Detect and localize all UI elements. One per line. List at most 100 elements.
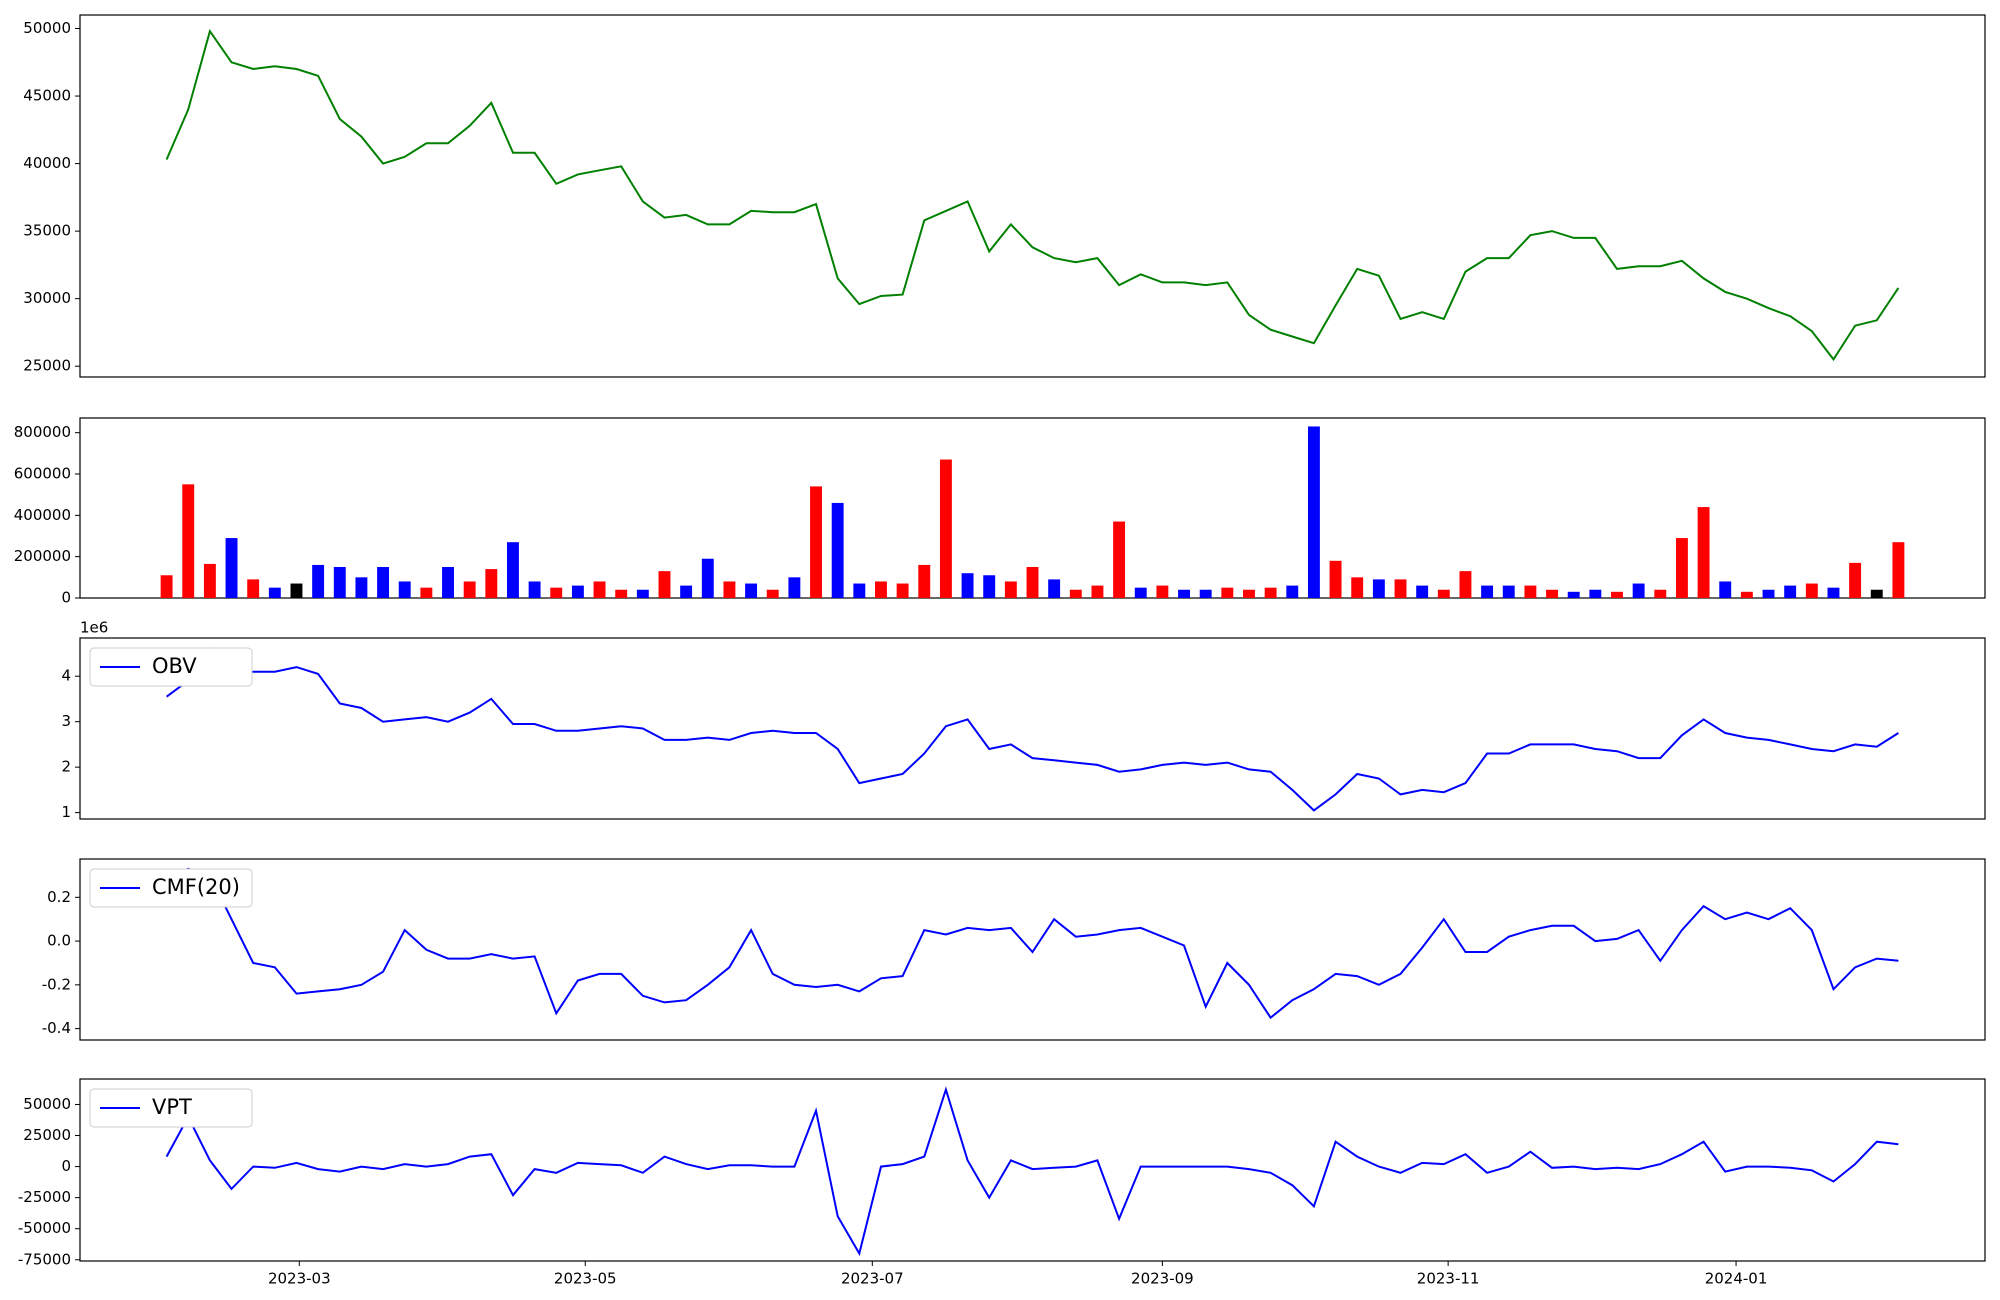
bar — [485, 569, 498, 598]
bar — [377, 567, 390, 598]
bar — [182, 484, 195, 598]
bar — [701, 558, 714, 598]
bar — [636, 589, 649, 598]
bar — [745, 583, 758, 598]
y-tick-label: 40000 — [23, 154, 71, 172]
bar — [875, 581, 887, 598]
bar — [1459, 571, 1472, 598]
y-tick-label: 0.2 — [47, 888, 71, 906]
bar — [1113, 521, 1126, 598]
bar — [1892, 542, 1905, 598]
bar — [1611, 591, 1623, 598]
y-tick-label: 25000 — [23, 1126, 71, 1144]
bar — [810, 486, 822, 598]
legend-box — [89, 647, 253, 687]
line — [166, 647, 1899, 812]
bar — [1416, 585, 1429, 598]
y-tick-label: -0.2 — [42, 975, 71, 993]
y-tick-label: 50000 — [23, 1095, 71, 1113]
legend-label: CMF(20) — [152, 875, 240, 899]
bar — [420, 587, 433, 598]
bar — [1784, 585, 1797, 598]
bar — [853, 583, 866, 598]
bar — [918, 564, 931, 598]
bar — [355, 577, 368, 598]
y-tick-label: 45000 — [23, 87, 71, 105]
bar — [1740, 591, 1753, 598]
y-tick-label: 600000 — [14, 465, 71, 483]
bar — [268, 587, 281, 598]
y-tick-label: 50000 — [23, 19, 71, 37]
bar — [1286, 585, 1299, 598]
bar — [1697, 507, 1710, 598]
bar — [507, 542, 519, 598]
bar — [160, 575, 173, 598]
y-tick-label: 35000 — [23, 222, 71, 240]
bar — [1870, 589, 1883, 598]
bar — [1762, 589, 1775, 598]
legend-box — [89, 1088, 253, 1128]
bar — [247, 579, 260, 598]
legend-box — [89, 868, 253, 908]
y-tick-label: -0.4 — [42, 1019, 71, 1037]
bar — [1243, 589, 1255, 598]
bar — [1004, 581, 1017, 598]
bar — [680, 585, 693, 598]
line — [165, 1086, 1899, 1257]
bar — [312, 564, 325, 598]
y-tick-label: 0 — [61, 589, 71, 607]
x-tick-label: 2023-03 — [268, 1270, 331, 1288]
bar — [1437, 589, 1450, 598]
bar — [398, 581, 411, 598]
bar — [463, 581, 476, 598]
bar — [1199, 589, 1212, 598]
bar — [1632, 583, 1645, 598]
bar — [766, 589, 779, 598]
y-tick-label: 400000 — [14, 506, 71, 524]
bar — [290, 583, 303, 598]
legend-label: VPT — [152, 1095, 192, 1119]
bar — [442, 567, 454, 598]
bar — [1849, 562, 1862, 598]
line — [165, 28, 1900, 362]
y-tick-label: 1 — [61, 803, 71, 821]
bar — [1827, 587, 1840, 598]
y-tick-label: -25000 — [18, 1188, 71, 1206]
y-tick-label: 4 — [61, 667, 71, 685]
bar — [1589, 589, 1602, 598]
bar — [1329, 560, 1342, 598]
y-tick-label: -50000 — [18, 1219, 71, 1237]
bar — [1394, 579, 1407, 598]
bar — [658, 571, 671, 598]
bar — [1675, 538, 1688, 598]
bar — [1026, 567, 1039, 598]
y-tick-label: 200000 — [14, 547, 71, 565]
bar — [1502, 585, 1515, 598]
bar — [961, 573, 974, 598]
x-tick-label: 2023-05 — [554, 1270, 617, 1288]
y-tick-label: 800000 — [14, 423, 71, 441]
bar — [1178, 589, 1190, 598]
y-tick-label: 0 — [61, 1157, 71, 1175]
bar — [1264, 587, 1277, 598]
bar — [1351, 577, 1364, 598]
bar — [1069, 589, 1082, 598]
bar — [1307, 426, 1320, 598]
x-tick-label: 2023-11 — [1417, 1270, 1480, 1288]
bar — [723, 581, 736, 598]
y-tick-label: -75000 — [18, 1250, 71, 1268]
bar — [1546, 589, 1558, 598]
bar — [225, 538, 238, 598]
y-offset-label: 1e6 — [80, 619, 108, 637]
bar — [831, 502, 844, 598]
bar — [788, 577, 801, 598]
bar — [939, 459, 952, 598]
bar — [593, 581, 606, 598]
axes-frame — [79, 637, 1986, 820]
bar — [1567, 591, 1580, 598]
bar — [1719, 581, 1732, 598]
y-tick-label: 2 — [61, 758, 71, 776]
bar — [1134, 587, 1147, 598]
line — [166, 867, 1899, 1020]
